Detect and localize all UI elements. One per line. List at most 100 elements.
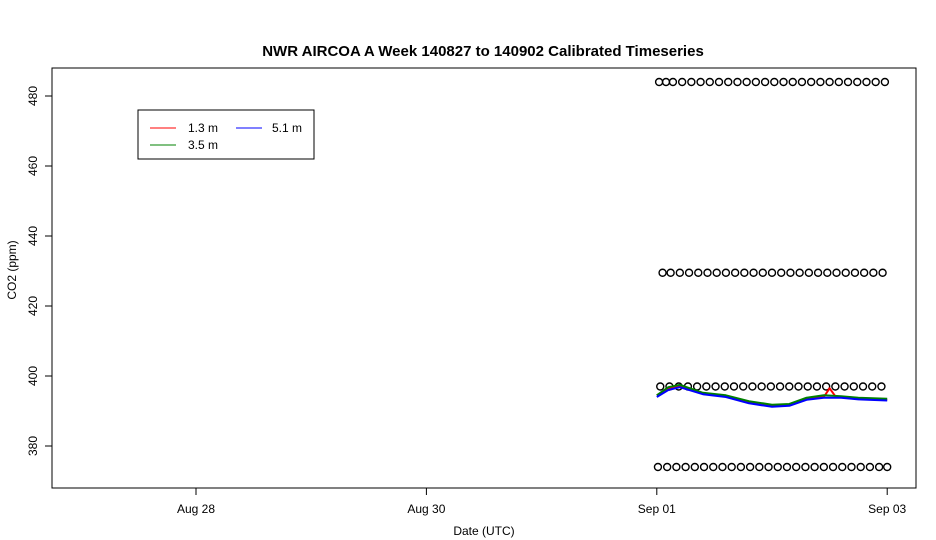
y-tick-label: 380 [26, 436, 40, 456]
calibration-point [847, 462, 856, 472]
calibration-point [709, 462, 718, 472]
calibration-point [742, 77, 751, 87]
calibration-point [880, 77, 890, 87]
y-tick-label: 480 [26, 86, 40, 106]
calibration-point [821, 382, 831, 391]
y-tick-label: 440 [26, 226, 40, 246]
y-axis-title: CO2 (ppm) [5, 240, 19, 299]
calibration-point [668, 77, 678, 87]
calibration-point [666, 268, 675, 277]
calibration-point [791, 462, 801, 472]
chart-title: NWR AIRCOA A Week 140827 to 140902 Calib… [262, 43, 704, 60]
calibration-point [823, 268, 832, 277]
calibration-point [859, 268, 869, 277]
calibration-point [770, 77, 779, 87]
calibration-point [733, 77, 742, 87]
series-line-3-5-m [656, 383, 888, 406]
calibration-point [729, 382, 739, 391]
calibration-point [751, 77, 761, 87]
calibration-point [849, 382, 858, 391]
legend-label-5-1m: 5.1 m [272, 121, 302, 135]
calibration-point [656, 382, 665, 391]
calibration-point [828, 462, 838, 472]
calibration-point [736, 462, 746, 472]
x-tick-label: Sep 03 [868, 502, 906, 516]
calibration-point [868, 382, 877, 391]
calibration-point [662, 462, 672, 472]
calibration-point [816, 77, 825, 87]
calibration-point [801, 462, 810, 472]
calibration-point [806, 77, 816, 87]
calibration-point [813, 268, 823, 277]
legend-label-3-5m: 3.5 m [188, 138, 218, 152]
calibration-point [869, 268, 878, 277]
calibration-point [850, 268, 860, 277]
calibration-point [775, 382, 785, 391]
calibration-point [804, 268, 814, 277]
calibration-points [653, 77, 892, 472]
plot-frame [51, 67, 917, 489]
calibration-point [699, 462, 709, 472]
calibration-point [694, 268, 703, 277]
calibration-point [745, 462, 755, 472]
calibration-point [720, 382, 729, 391]
calibration-point [782, 462, 792, 472]
calibration-point [730, 268, 740, 277]
calibration-point [825, 77, 834, 87]
calibration-point [681, 462, 690, 472]
calibration-point [766, 382, 776, 391]
calibration-point [654, 77, 664, 87]
calibration-point [843, 77, 853, 87]
calibration-point [788, 77, 797, 87]
calibration-point [714, 77, 724, 87]
y-tick-label: 420 [26, 296, 40, 316]
calibration-point [672, 462, 681, 472]
calibration-point [690, 462, 700, 472]
series-lines [656, 383, 888, 408]
calibration-point [712, 268, 721, 277]
calibration-point [819, 462, 829, 472]
calibration-point [721, 268, 731, 277]
legend: 1.3 m 3.5 m 5.1 m [137, 109, 315, 160]
x-axis-title: Date (UTC) [453, 524, 514, 538]
x-axis: Aug 28 Aug 30 Sep 01 Sep 03 [177, 488, 907, 516]
calibration-point [727, 462, 736, 472]
y-axis: 380 400 420 440 460 480 [26, 86, 52, 456]
calibration-point [786, 268, 795, 277]
calibration-point [831, 382, 840, 391]
calibration-point [711, 382, 720, 391]
calibration-point [760, 77, 770, 87]
calibration-point [755, 462, 764, 472]
calibration-point [803, 382, 812, 391]
series-line-5-1-m [656, 386, 888, 408]
calibration-point [874, 462, 884, 472]
x-tick-label: Sep 01 [638, 502, 676, 516]
calibration-point [853, 77, 862, 87]
calibration-point [653, 462, 663, 472]
calibration-point [703, 268, 712, 277]
calibration-point [779, 77, 788, 87]
calibration-point [677, 77, 687, 87]
calibration-point [794, 382, 803, 391]
calibration-point [883, 462, 892, 472]
calibration-point [797, 77, 807, 87]
calibration-point [858, 382, 868, 391]
calibration-point [840, 382, 849, 391]
calibration-point [718, 462, 727, 472]
calibration-point [675, 268, 685, 277]
calibration-point [740, 268, 749, 277]
calibration-point [856, 462, 865, 472]
calibration-point [865, 462, 875, 472]
legend-box [137, 109, 315, 160]
calibration-point [841, 268, 850, 277]
y-tick-label: 400 [26, 366, 40, 386]
calibration-point [795, 268, 804, 277]
calibration-point [862, 77, 871, 87]
calibration-point [834, 77, 844, 87]
calibration-point [696, 77, 705, 87]
x-tick-label: Aug 30 [407, 502, 445, 516]
calibration-point [658, 268, 667, 277]
calibration-point [767, 268, 777, 277]
calibration-point [812, 382, 822, 391]
